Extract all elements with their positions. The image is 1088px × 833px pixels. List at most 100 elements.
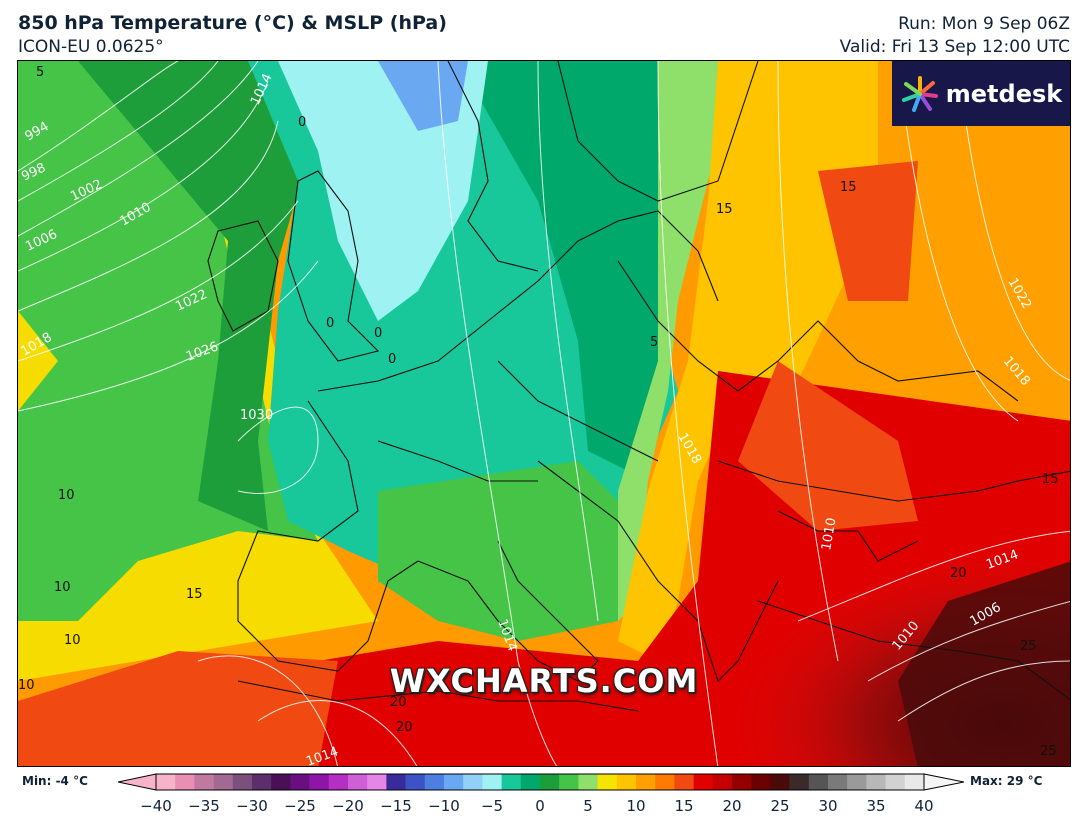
colorbar-left-arrow: [118, 773, 157, 791]
colorbar-cell: [194, 774, 214, 790]
temperature-label: 20: [390, 695, 407, 710]
temperature-label: 10: [18, 678, 35, 693]
colorbar-tick-label: −10: [428, 797, 460, 815]
temperature-label: 0: [388, 352, 396, 367]
temperature-label: 10: [64, 633, 81, 648]
temperature-colorbar: [118, 773, 964, 791]
colorbar-cell: [290, 774, 310, 790]
temperature-region: [378, 61, 468, 131]
colorbar-tick-label: −20: [332, 797, 364, 815]
colorbar-cell: [712, 774, 733, 790]
colorbar-tick-label: 40: [914, 797, 934, 815]
colorbar-tick-label: 15: [674, 797, 694, 815]
metdesk-logo: metdesk: [892, 61, 1070, 126]
colorbar-cell: [424, 774, 445, 790]
colorbar-tick-label: −25: [284, 797, 316, 815]
colorbar-cell: [655, 774, 675, 790]
temperature-region: [78, 61, 318, 531]
colorbar-cell: [156, 774, 176, 790]
colorbar-cell: [309, 774, 330, 790]
colorbar-cell: [213, 774, 234, 790]
temperature-label: 25: [1040, 744, 1057, 759]
valid-label: Valid: Fri 13 Sep 12:00 UTC: [839, 37, 1070, 57]
colorbar-tick-label: 0: [535, 797, 545, 815]
colorbar-cell: [828, 774, 848, 790]
colorbar-tick-label: −40: [140, 797, 172, 815]
colorbar-cell: [367, 774, 387, 790]
colorbar-cell: [444, 774, 464, 790]
colorbar-tick-label: 25: [770, 797, 790, 815]
temperature-label: 5: [36, 65, 44, 80]
model-label: ICON-EU 0.0625°: [18, 37, 164, 57]
temperature-label: 5: [650, 335, 658, 350]
max-value-label: Max: 29 °C: [970, 774, 1043, 788]
colorbar-right-arrow: [923, 773, 964, 791]
colorbar-cell: [175, 774, 195, 790]
temperature-label: 10: [58, 488, 75, 503]
temperature-label: 20: [950, 566, 967, 581]
colorbar-tick-label: −30: [236, 797, 268, 815]
metdesk-burst-icon: [901, 75, 938, 112]
temperature-label: 25: [1020, 639, 1037, 654]
temperature-labels: 5 0 0 0 0 10 15 10 10 10 15 15 5 15 20 2…: [18, 65, 1059, 759]
colorbar-cell: [751, 774, 771, 790]
colorbar-tick-label: −15: [380, 797, 412, 815]
weather-map[interactable]: 994 998 1002 1006 1010 1014 1018 1022 10…: [17, 60, 1071, 767]
colorbar-cell: [501, 774, 522, 790]
colorbar-cell: [578, 774, 598, 790]
temperature-label: 0: [374, 326, 382, 341]
colorbar-cell: [232, 774, 253, 790]
temperature-region: [458, 61, 678, 471]
temperature-label: 15: [840, 180, 857, 195]
temperature-region: [378, 461, 648, 641]
colorbar-cell: [904, 774, 925, 790]
colorbar-tick-label: 10: [626, 797, 646, 815]
colorbar-cell: [540, 774, 560, 790]
colorbar-cell: [789, 774, 810, 790]
colorbar-cell: [463, 774, 483, 790]
colorbar-cell: [674, 774, 694, 790]
temperature-region: [18, 651, 338, 766]
colorbar-cell: [271, 774, 291, 790]
colorbar-cell: [732, 774, 752, 790]
colorbar-cell: [386, 774, 406, 790]
colorbar-cell: [482, 774, 502, 790]
temperature-label: 20: [396, 720, 413, 735]
logo-text: metdesk: [945, 79, 1063, 108]
colorbar-tick-label: 5: [583, 797, 593, 815]
colorbar-cell: [616, 774, 637, 790]
temperature-region: [818, 161, 918, 301]
colorbar-cell: [885, 774, 906, 790]
run-label: Run: Mon 9 Sep 06Z: [898, 14, 1070, 34]
colorbar-cell: [866, 774, 886, 790]
min-value-label: Min: -4 °C: [22, 774, 88, 788]
colorbar-cell: [328, 774, 349, 790]
colorbar-cell: [348, 774, 368, 790]
colorbar-cell: [636, 774, 656, 790]
colorbar-tick-label: −5: [480, 797, 504, 815]
colorbar-cell: [847, 774, 867, 790]
colorbar-cell: [520, 774, 541, 790]
colorbar-cell: [597, 774, 618, 790]
colorbar-tick-label: 20: [722, 797, 742, 815]
wxcharts-watermark: WXCHARTS.COM: [389, 662, 699, 700]
colorbar-tick-label: 30: [818, 797, 838, 815]
colorbar-cell: [252, 774, 272, 790]
colorbar-tick-label: −35: [188, 797, 220, 815]
colorbar-cell: [808, 774, 829, 790]
temperature-region: [798, 61, 1070, 481]
coastlines: [207, 61, 1070, 712]
temperature-region: [898, 561, 1070, 766]
colorbar-cell: [405, 774, 426, 790]
isobars: [18, 61, 1070, 766]
colorbar-ticks: −40 −35 −30 −25 −20 −15 −10 −5 0 5 10 15 20 25 30 35 40: [0, 797, 1088, 821]
temperature-label: 15: [1042, 472, 1059, 487]
colorbar-cell: [559, 774, 579, 790]
colorbar-cell: [770, 774, 790, 790]
temperature-label: 15: [716, 202, 733, 217]
colorbar-tick-label: 35: [866, 797, 886, 815]
chart-title: 850 hPa Temperature (°C) & MSLP (hPa): [18, 12, 447, 34]
colorbar-cell: [693, 774, 714, 790]
temperature-label: 0: [326, 316, 334, 331]
temperature-label: 15: [186, 587, 203, 602]
